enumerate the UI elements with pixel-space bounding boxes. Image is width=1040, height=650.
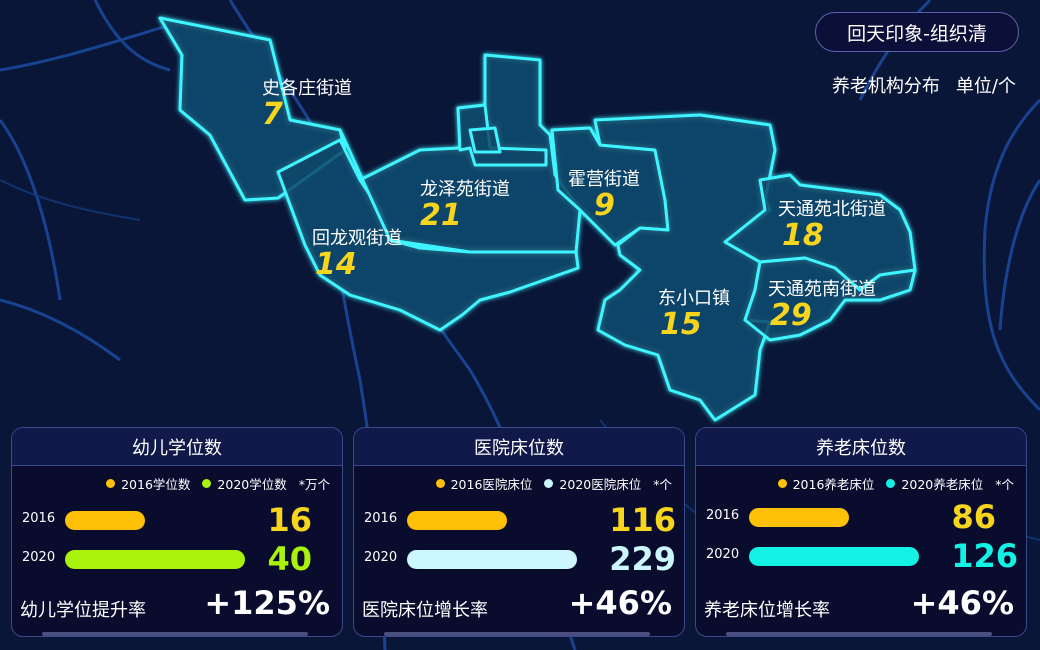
district-name-huoying: 霍营街道: [568, 169, 640, 190]
legend-label: 2016医院床位: [450, 477, 533, 492]
legend-dot-2020: [886, 479, 896, 488]
bar-value: 40: [267, 540, 312, 578]
district-value-huoying: 9: [594, 188, 615, 223]
panel-title: 医院床位数: [354, 428, 684, 466]
bar-value: 229: [609, 540, 676, 578]
panel-title: 幼儿学位数: [12, 428, 342, 466]
legend-dot-2020: [202, 479, 212, 488]
legend-item-2016: 2016医院床位: [435, 474, 533, 493]
district-value-tiantongyuan-north: 18: [782, 218, 824, 253]
bar-2020: [407, 550, 577, 569]
panel-legend: 2016学位数 2020学位数 *万个: [12, 474, 342, 493]
district-value-tiantongyuan-south: 29: [770, 298, 812, 333]
rate-label: 幼儿学位提升率: [20, 600, 146, 621]
rate-value: +46%: [910, 584, 1014, 622]
legend-item-2020: 2020医院床位: [544, 474, 641, 493]
rate-value: +46%: [568, 584, 672, 622]
legend-item-2016: 2016养老床位: [777, 474, 875, 493]
legend-label: 2020学位数: [217, 477, 287, 492]
region-longzeyuan[interactable]: [338, 53, 582, 254]
bar-2016: [407, 511, 507, 530]
page-title[interactable]: 回天印象-组织清: [815, 12, 1019, 52]
bar-year: 2016: [364, 511, 398, 526]
district-name-shigezhuang: 史各庄街道: [262, 78, 352, 99]
bar-row-2020: 2020 126: [696, 537, 1026, 575]
legend-item-2020: 2020学位数: [202, 474, 287, 493]
bar-value: 126: [951, 537, 1018, 575]
legend-label: 2020医院床位: [559, 477, 642, 492]
legend-label: 2020养老床位: [901, 477, 984, 492]
district-value-dongxiaokou: 15: [660, 307, 702, 342]
rate-label: 养老床位增长率: [704, 600, 830, 621]
bar-year: 2020: [22, 550, 56, 565]
rate-value: +125%: [204, 584, 330, 622]
bar-value: 116: [609, 501, 676, 539]
bar-year: 2020: [706, 547, 740, 562]
panel-scrollbar[interactable]: [42, 632, 308, 636]
map-unit: 单位/个: [955, 76, 1016, 97]
panel-title: 养老床位数: [696, 428, 1026, 466]
district-value-huilongguan: 14: [315, 247, 357, 282]
district-name-huilongguan: 回龙观街道: [312, 228, 402, 249]
panel-scrollbar[interactable]: [384, 632, 650, 636]
panel-legend: 2016医院床位 2020医院床位 *个: [354, 474, 684, 493]
legend-label: 2016养老床位: [792, 477, 875, 492]
panel-legend: 2016养老床位 2020养老床位 *个: [696, 474, 1026, 493]
map-subtitle: 养老机构分布 单位/个: [816, 72, 1016, 98]
bar-2020: [749, 547, 919, 566]
panel-scrollbar[interactable]: [726, 632, 992, 636]
legend-unit: *个: [995, 477, 1014, 492]
legend-dot-2016: [435, 479, 445, 488]
legend-unit: *万个: [298, 477, 330, 492]
district-name-longzeyuan: 龙泽苑街道: [420, 179, 510, 200]
district-value-longzeyuan: 21: [420, 198, 462, 233]
bar-value: 16: [267, 501, 312, 539]
bar-year: 2020: [364, 550, 398, 565]
bar-row-2016: 2016 86: [696, 498, 1026, 536]
district-name-tiantongyuan-south: 天通苑南街道: [768, 279, 876, 300]
legend-dot-2016: [106, 479, 116, 488]
legend-item-2016: 2016学位数: [106, 474, 190, 493]
legend-unit: *个: [653, 477, 672, 492]
panel-elderly-beds: 养老床位数 2016养老床位 2020养老床位 *个 2016 86 2020 …: [695, 427, 1027, 637]
district-name-tiantongyuan-north: 天通苑北街道: [778, 199, 886, 220]
bar-2020: [65, 550, 245, 569]
bar-2016: [749, 508, 849, 527]
bar-year: 2016: [706, 508, 740, 523]
panel-hospital-beds: 医院床位数 2016医院床位 2020医院床位 *个 2016 116 2020…: [353, 427, 685, 637]
bar-2016: [65, 511, 145, 530]
bar-row-2016: 2016 16: [12, 501, 342, 539]
legend-dot-2016: [777, 479, 787, 488]
rate-label: 医院床位增长率: [362, 600, 488, 621]
bar-row-2016: 2016 116: [354, 501, 684, 539]
map-subtitle-text: 养老机构分布: [831, 76, 940, 97]
legend-label: 2016学位数: [121, 477, 191, 492]
legend-item-2020: 2020养老床位: [886, 474, 983, 493]
legend-dot-2020: [544, 479, 554, 488]
district-value-shigezhuang: 7: [262, 97, 283, 132]
region-tiantongyuan-south[interactable]: [743, 256, 917, 342]
district-name-dongxiaokou: 东小口镇: [658, 288, 730, 309]
region-central-block-2[interactable]: [468, 126, 502, 154]
bar-year: 2016: [22, 511, 56, 526]
panel-kindergarten: 幼儿学位数 2016学位数 2020学位数 *万个 2016 16 2020 4…: [11, 427, 343, 637]
bar-row-2020: 2020 229: [354, 540, 684, 578]
region-shigezhuang[interactable]: [158, 16, 347, 202]
bar-value: 86: [951, 498, 996, 536]
bar-row-2020: 2020 40: [12, 540, 342, 578]
